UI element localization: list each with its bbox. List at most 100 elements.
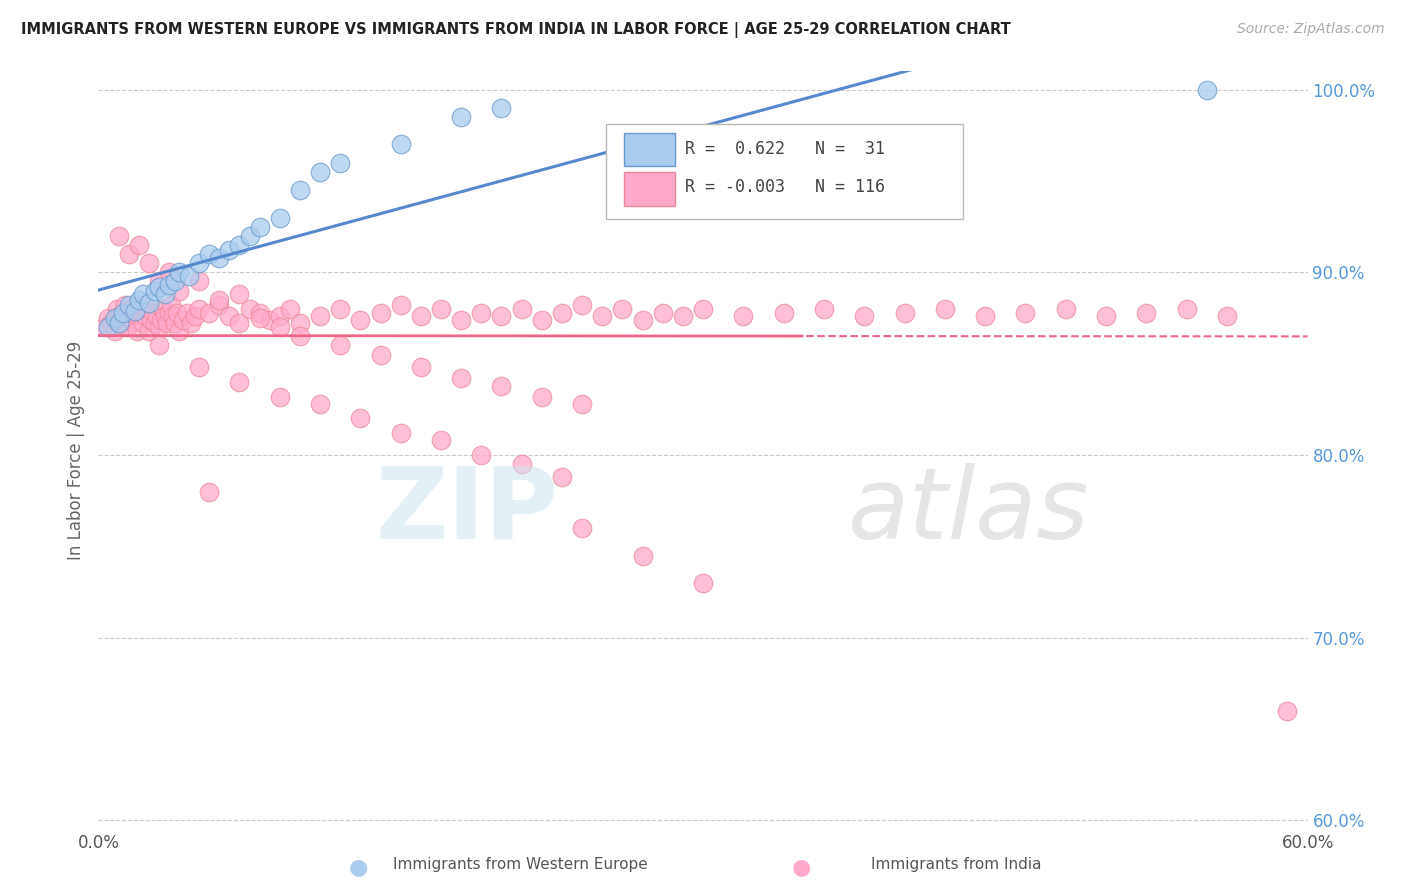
- Point: [111, 305, 134, 319]
- Point: [153, 309, 176, 323]
- Point: [470, 448, 492, 462]
- Point: [1175, 301, 1198, 316]
- Point: [128, 298, 150, 312]
- Point: [612, 301, 634, 316]
- Point: [1054, 301, 1077, 316]
- Point: [138, 256, 160, 270]
- Point: [115, 320, 138, 334]
- Point: [157, 278, 180, 293]
- Point: [974, 309, 997, 323]
- Point: [134, 309, 156, 323]
- Point: [430, 434, 453, 448]
- Point: [309, 309, 332, 323]
- Point: [309, 397, 332, 411]
- FancyBboxPatch shape: [624, 133, 675, 166]
- Point: [162, 309, 184, 323]
- Point: [450, 371, 472, 385]
- Point: [142, 305, 165, 319]
- Point: [208, 298, 231, 312]
- Point: [124, 303, 146, 318]
- Point: [692, 575, 714, 590]
- Point: [97, 320, 120, 334]
- Point: [631, 549, 654, 563]
- FancyBboxPatch shape: [624, 172, 675, 205]
- Text: ZIP: ZIP: [375, 463, 558, 559]
- Text: atlas: atlas: [848, 463, 1090, 559]
- Text: ●: ●: [349, 857, 368, 877]
- Text: ●: ●: [792, 857, 811, 877]
- Point: [1095, 309, 1118, 323]
- Point: [389, 426, 412, 441]
- Point: [107, 317, 129, 331]
- Point: [269, 211, 291, 225]
- Point: [128, 293, 150, 307]
- Point: [111, 305, 134, 319]
- Point: [1277, 704, 1299, 718]
- Point: [329, 301, 352, 316]
- Point: [166, 305, 188, 319]
- Point: [148, 320, 170, 334]
- Point: [167, 265, 190, 279]
- Point: [156, 317, 179, 331]
- Point: [491, 378, 513, 392]
- Point: [103, 311, 125, 326]
- Point: [370, 305, 392, 319]
- Point: [571, 521, 593, 535]
- Point: [733, 309, 755, 323]
- Text: Source: ZipAtlas.com: Source: ZipAtlas.com: [1237, 22, 1385, 37]
- Point: [118, 298, 141, 312]
- Point: [239, 301, 262, 316]
- Point: [167, 284, 190, 298]
- Point: [172, 313, 194, 327]
- Point: [329, 155, 352, 169]
- Point: [288, 329, 311, 343]
- Point: [853, 309, 876, 323]
- Point: [470, 305, 492, 319]
- Point: [530, 313, 553, 327]
- Point: [278, 301, 301, 316]
- Point: [208, 293, 231, 307]
- Point: [128, 238, 150, 252]
- Point: [551, 470, 574, 484]
- Point: [107, 228, 129, 243]
- Point: [148, 338, 170, 352]
- Point: [450, 313, 472, 327]
- Y-axis label: In Labor Force | Age 25-29: In Labor Force | Age 25-29: [66, 341, 84, 560]
- Point: [692, 301, 714, 316]
- Point: [105, 301, 128, 316]
- Point: [118, 311, 141, 326]
- Point: [143, 284, 166, 298]
- Point: [132, 317, 155, 331]
- Point: [157, 265, 180, 279]
- Point: [450, 110, 472, 124]
- Point: [571, 298, 593, 312]
- Point: [198, 305, 221, 319]
- Point: [389, 137, 412, 152]
- Point: [167, 324, 190, 338]
- Point: [239, 228, 262, 243]
- Point: [672, 309, 695, 323]
- Point: [163, 275, 186, 289]
- Point: [228, 317, 250, 331]
- Point: [132, 287, 155, 301]
- Point: [389, 298, 412, 312]
- Point: [288, 317, 311, 331]
- Point: [180, 317, 202, 331]
- Point: [139, 313, 162, 327]
- Point: [269, 390, 291, 404]
- Point: [135, 301, 157, 316]
- FancyBboxPatch shape: [606, 124, 963, 219]
- Point: [103, 324, 125, 338]
- Point: [118, 247, 141, 261]
- Point: [651, 305, 673, 319]
- Point: [121, 315, 143, 329]
- Point: [120, 301, 142, 316]
- Point: [93, 320, 115, 334]
- Point: [188, 360, 211, 375]
- Point: [208, 251, 231, 265]
- Point: [146, 309, 169, 323]
- Point: [370, 347, 392, 361]
- Point: [510, 457, 533, 471]
- Point: [430, 301, 453, 316]
- Point: [249, 311, 271, 326]
